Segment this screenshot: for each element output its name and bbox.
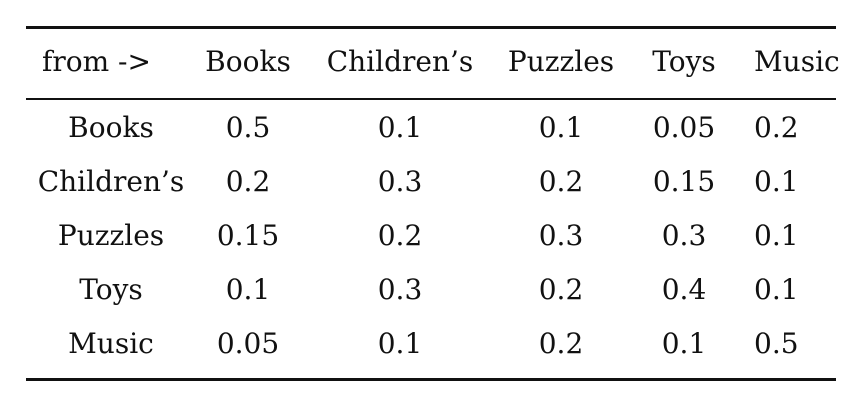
table-cell: 0.15 [216, 219, 280, 252]
row-label: Books [68, 111, 154, 144]
row-label: Puzzles [57, 219, 165, 252]
header-rule [26, 98, 836, 100]
table-cell: 0.1 [377, 327, 423, 360]
table-cell: 0.1 [661, 327, 707, 360]
table-cell: 0.1 [225, 273, 271, 306]
table-cell: 0.3 [377, 165, 423, 198]
header-from: from -> [42, 45, 151, 78]
table-cell: 0.1 [754, 219, 799, 252]
table-cell: 0.1 [754, 273, 799, 306]
table-cell: 0.2 [225, 165, 271, 198]
table-cell: 0.3 [377, 273, 423, 306]
header-1: Books [205, 45, 291, 78]
header-4: Toys [652, 45, 716, 78]
table-cell: 0.3 [661, 219, 707, 252]
table-cell: 0.1 [754, 165, 799, 198]
table-cell: 0.1 [377, 111, 423, 144]
table-cell: 0.05 [652, 111, 716, 144]
row-label: Children’s [37, 165, 185, 198]
table-cell: 0.1 [538, 111, 584, 144]
row-label: Toys [79, 273, 143, 306]
table-cell: 0.2 [538, 273, 584, 306]
table-cell: 0.2 [754, 111, 799, 144]
header-2: Children’s [326, 45, 474, 78]
table-cell: 0.2 [538, 327, 584, 360]
table-cell: 0.05 [216, 327, 280, 360]
bottom-rule [26, 378, 836, 381]
table-cell: 0.5 [225, 111, 271, 144]
table-cell: 0.2 [377, 219, 423, 252]
header-5: Music [754, 45, 840, 78]
header-3: Puzzles [507, 45, 615, 78]
table-cell: 0.5 [754, 327, 799, 360]
top-rule [26, 26, 836, 29]
table-cell: 0.2 [538, 165, 584, 198]
table-cell: 0.15 [652, 165, 716, 198]
table-cell: 0.4 [661, 273, 707, 306]
row-label: Music [68, 327, 154, 360]
table-cell: 0.3 [538, 219, 584, 252]
